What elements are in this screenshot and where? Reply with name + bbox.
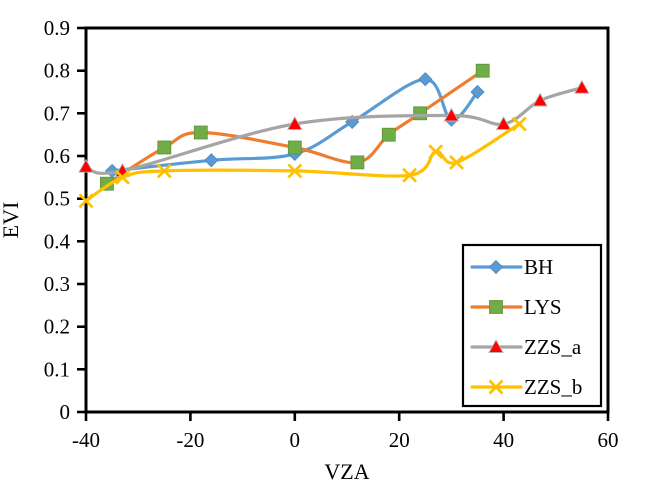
marker-ZZS_b: [156, 163, 172, 179]
marker-ZZS_b: [449, 154, 465, 170]
marker-LYS: [193, 125, 208, 140]
x-tick-label: -20: [176, 428, 204, 452]
marker-ZZS_a: [443, 107, 460, 122]
marker-ZZS_a: [532, 92, 548, 107]
y-tick-label: 0.8: [44, 59, 70, 83]
x-mark-stroke: [287, 163, 303, 179]
legend-item-LYS: LYS: [470, 295, 562, 319]
y-tick-label: 0.1: [44, 357, 70, 381]
series-line-ZZS_b: [84, 122, 521, 203]
legend-label-BH: BH: [524, 255, 553, 279]
legend-marker-ZZS_a: [488, 339, 504, 353]
legend-box: [461, 243, 603, 408]
marker-ZZS_a: [287, 116, 303, 130]
marker-ZZS_a: [574, 79, 590, 94]
legend-item-BH: BH: [470, 255, 553, 279]
y-tick-label: 0.3: [44, 272, 70, 296]
legend-item-ZZS_b: ZZS_b: [470, 375, 582, 399]
marker-ZZS_b: [78, 193, 94, 209]
legend: BH LYS ZZS_a ZZS_b: [461, 243, 603, 408]
legend-marker-ZZS_b: [488, 379, 504, 395]
marker-LYS: [287, 140, 302, 155]
marker-ZZS_a: [495, 116, 512, 130]
legend-marker-LYS: [489, 300, 503, 314]
legend-label-LYS: LYS: [524, 295, 562, 319]
y-tick-label: 0.6: [44, 144, 70, 168]
x-mark-stroke: [78, 193, 94, 209]
marker-LYS: [350, 155, 365, 170]
plot-generated-content: 0 0.1 0.2 0.3 0.4 0.5 0.6 0.7 0.8 0.9 -40 -20 0 20 40 6…: [44, 16, 619, 452]
x-mark-stroke: [115, 169, 130, 185]
marker-ZZS_b: [287, 163, 303, 179]
x-mark-stroke: [156, 163, 172, 179]
x-axis-title: VZA: [324, 459, 369, 484]
marker-ZZS_b: [511, 116, 527, 132]
y-tick-label: 0: [60, 400, 71, 424]
marker-BH: [204, 153, 219, 168]
legend-label-ZZS_a: ZZS_a: [524, 335, 582, 359]
legend-label-ZZS_b: ZZS_b: [524, 375, 582, 399]
plot-frame: [84, 26, 610, 414]
y-axis-title: EVI: [0, 202, 23, 239]
legend-marker-BH: [488, 259, 504, 275]
x-tick-label: 0: [290, 428, 301, 452]
marker-BH: [418, 72, 433, 87]
y-tick-label: 0.2: [44, 315, 70, 339]
y-tick-label: 0.9: [44, 16, 70, 40]
x-tick-label: -40: [72, 428, 100, 452]
y-tick-label: 0.5: [44, 187, 70, 211]
x-mark-stroke: [428, 144, 444, 160]
x-mark-stroke: [511, 116, 527, 132]
x-tick-label: 60: [598, 428, 619, 452]
x-mark-stroke: [402, 167, 418, 183]
marker-ZZS_b: [428, 144, 444, 160]
marker-LYS: [157, 140, 172, 155]
y-tick-label: 0.7: [44, 101, 70, 125]
marker-LYS: [381, 127, 396, 142]
legend-item-ZZS_a: ZZS_a: [470, 335, 582, 359]
x-mark-stroke: [488, 379, 504, 395]
marker-ZZS_a: [78, 158, 94, 173]
y-tick-label: 0.4: [44, 229, 71, 253]
marker-BH: [470, 84, 485, 100]
x-mark-stroke: [449, 154, 465, 170]
series-ZZS_b: [78, 116, 527, 209]
x-tick-label: 40: [493, 428, 514, 452]
x-tick-label: 20: [389, 428, 410, 452]
marker-ZZS_b: [402, 167, 418, 183]
marker-LYS: [475, 63, 490, 78]
marker-ZZS_b: [115, 169, 130, 185]
marker-LYS: [413, 106, 428, 121]
